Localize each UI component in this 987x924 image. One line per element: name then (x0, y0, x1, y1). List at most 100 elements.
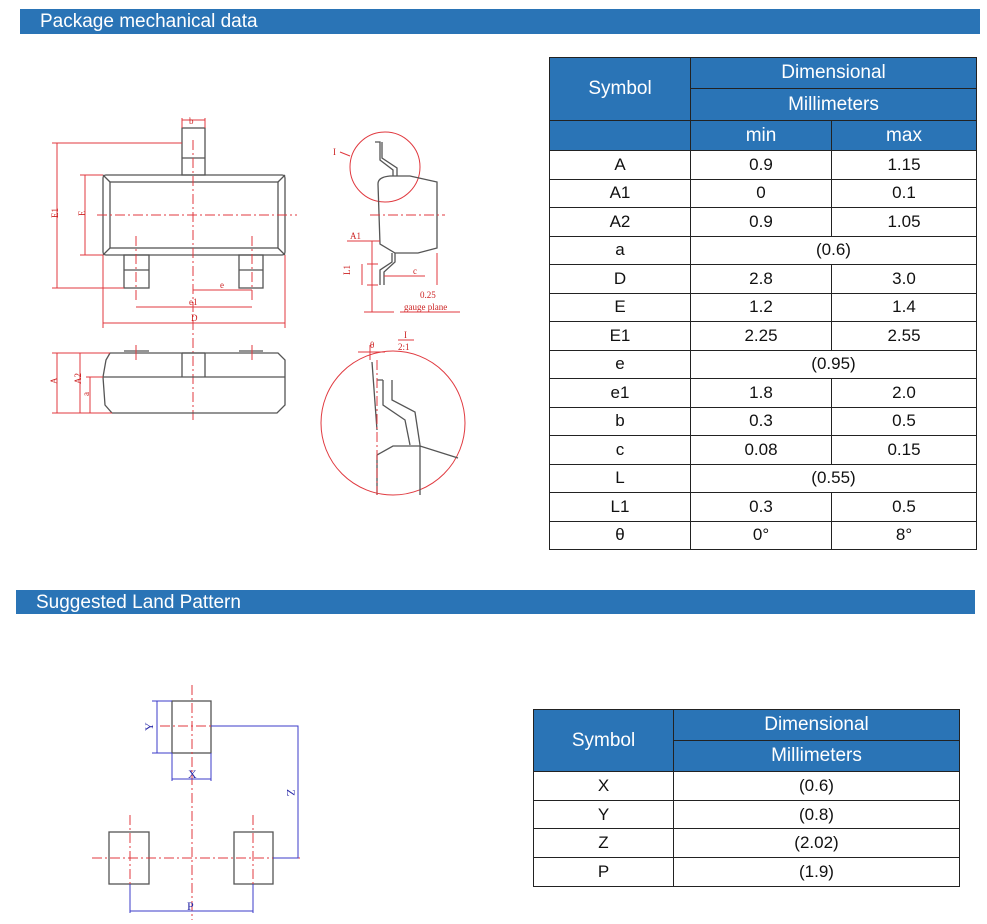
label-detail: I (404, 330, 407, 340)
table-row: D 2.8 3.0 (549, 264, 977, 294)
table-cell: 3.0 (831, 264, 977, 294)
table-cell: c (549, 435, 691, 465)
table-cell: P (533, 857, 674, 887)
table-cell: Z (533, 828, 674, 859)
table-cell: e1 (549, 378, 691, 408)
table-cell: Y (533, 799, 674, 830)
table-cell: 0.08 (690, 435, 832, 465)
label-gauge-value: 0.25 (420, 290, 436, 300)
label-b: b (189, 116, 194, 126)
detail-circle (349, 131, 421, 203)
table-cell: D (549, 264, 691, 294)
table-cell: 1.05 (831, 207, 977, 237)
table-cell: L1 (549, 492, 691, 522)
label-c: c (413, 266, 417, 276)
land-pattern-table: Symbol Dimensional Millimeters X (0.6) Y (0.… (533, 709, 960, 887)
table-cell: θ (549, 520, 691, 550)
table-row: L1 0.3 0.5 (549, 492, 977, 522)
table-row: P (1.9) (533, 857, 960, 887)
table-cell: 1.15 (831, 150, 977, 180)
lead-right (238, 254, 264, 289)
table-cell: (0.95) (690, 349, 977, 379)
label-L1: L1 (342, 265, 352, 275)
label-e1: e1 (189, 297, 198, 307)
table-row: L (0.55) (549, 463, 977, 493)
table-row: c 0.08 0.15 (549, 435, 977, 465)
table-cell: E (549, 292, 691, 322)
header-dimensional: Dimensional (673, 709, 960, 741)
table-cell: 2.0 (831, 378, 977, 408)
table-cell: A2 (549, 207, 691, 237)
header-millimeters: Millimeters (673, 740, 960, 772)
table-cell: E1 (549, 321, 691, 351)
table-cell: 0.3 (690, 406, 832, 436)
table-cell: 0 (690, 178, 832, 208)
label-A2: A2 (73, 373, 83, 384)
label-a: a (81, 392, 91, 396)
table-cell: a (549, 235, 691, 265)
table-cell: 0.9 (690, 207, 832, 237)
table-row: e (0.95) (549, 349, 977, 379)
table-cell: b (549, 406, 691, 436)
header-dimensional: Dimensional (690, 57, 977, 89)
table-row: X (0.6) (533, 771, 960, 801)
table-row: E 1.2 1.4 (549, 292, 977, 322)
table-cell: 0.5 (831, 492, 977, 522)
table-row: E1 2.25 2.55 (549, 321, 977, 351)
label-E: E (77, 210, 87, 216)
table-cell: 2.55 (831, 321, 977, 351)
table-cell: 0.15 (831, 435, 977, 465)
label-gauge-plane: gauge plane (404, 302, 447, 312)
table-cell: 0.5 (831, 406, 977, 436)
table-cell: 0.1 (831, 178, 977, 208)
table-cell: 0° (690, 520, 832, 550)
body-side-view (102, 352, 286, 414)
table-cell: L (549, 463, 691, 493)
table-cell: 1.4 (831, 292, 977, 322)
table-row: A1 0 0.1 (549, 178, 977, 208)
table-row: A 0.9 1.15 (549, 150, 977, 180)
table-cell: e (549, 349, 691, 379)
table-cell: A (549, 150, 691, 180)
table-cell: 8° (831, 520, 977, 550)
table-row: Y (0.8) (533, 799, 960, 830)
table-cell: 0.3 (690, 492, 832, 522)
label-Z: Z (284, 789, 298, 796)
table-row: Z (2.02) (533, 828, 960, 859)
label-Y: Y (142, 722, 156, 731)
table-cell: (0.6) (690, 235, 977, 265)
lead-top (181, 127, 206, 176)
section-header-land-pattern: Suggested Land Pattern (16, 590, 975, 614)
table-cell: (1.9) (673, 857, 960, 887)
table-row: A2 0.9 1.05 (549, 207, 977, 237)
table-row: b 0.3 0.5 (549, 406, 977, 436)
table-cell: 0.9 (690, 150, 832, 180)
label-A1: A1 (350, 231, 361, 241)
table-cell: (0.55) (690, 463, 977, 493)
table-cell: 1.2 (690, 292, 832, 322)
header-symbol: Symbol (549, 57, 691, 121)
table-row: θ 0° 8° (549, 520, 977, 550)
table-row: a (0.6) (549, 235, 977, 265)
table-cell: 2.25 (690, 321, 832, 351)
table-cell: X (533, 771, 674, 801)
header-symbol: Symbol (533, 709, 674, 772)
table-row: e1 1.8 2.0 (549, 378, 977, 408)
table-cell: (0.8) (673, 799, 960, 830)
table-cell: A1 (549, 178, 691, 208)
label-theta: θ (370, 340, 374, 350)
header-max: max (831, 120, 977, 151)
header-min: min (690, 120, 832, 151)
label-A: A (49, 377, 59, 384)
label-scale: 2:1 (398, 342, 410, 352)
header-millimeters: Millimeters (690, 88, 977, 121)
label-detail-I: I (333, 147, 336, 157)
package-dimensions-table: Symbol Dimensional Millimeters min max A 0.… (549, 57, 977, 550)
label-X: X (188, 767, 197, 781)
table-cell: 1.8 (690, 378, 832, 408)
label-E1: E1 (50, 208, 60, 218)
table-cell: (2.02) (673, 828, 960, 859)
detail-enlarged-circle (320, 350, 466, 496)
label-P: P (187, 899, 194, 913)
